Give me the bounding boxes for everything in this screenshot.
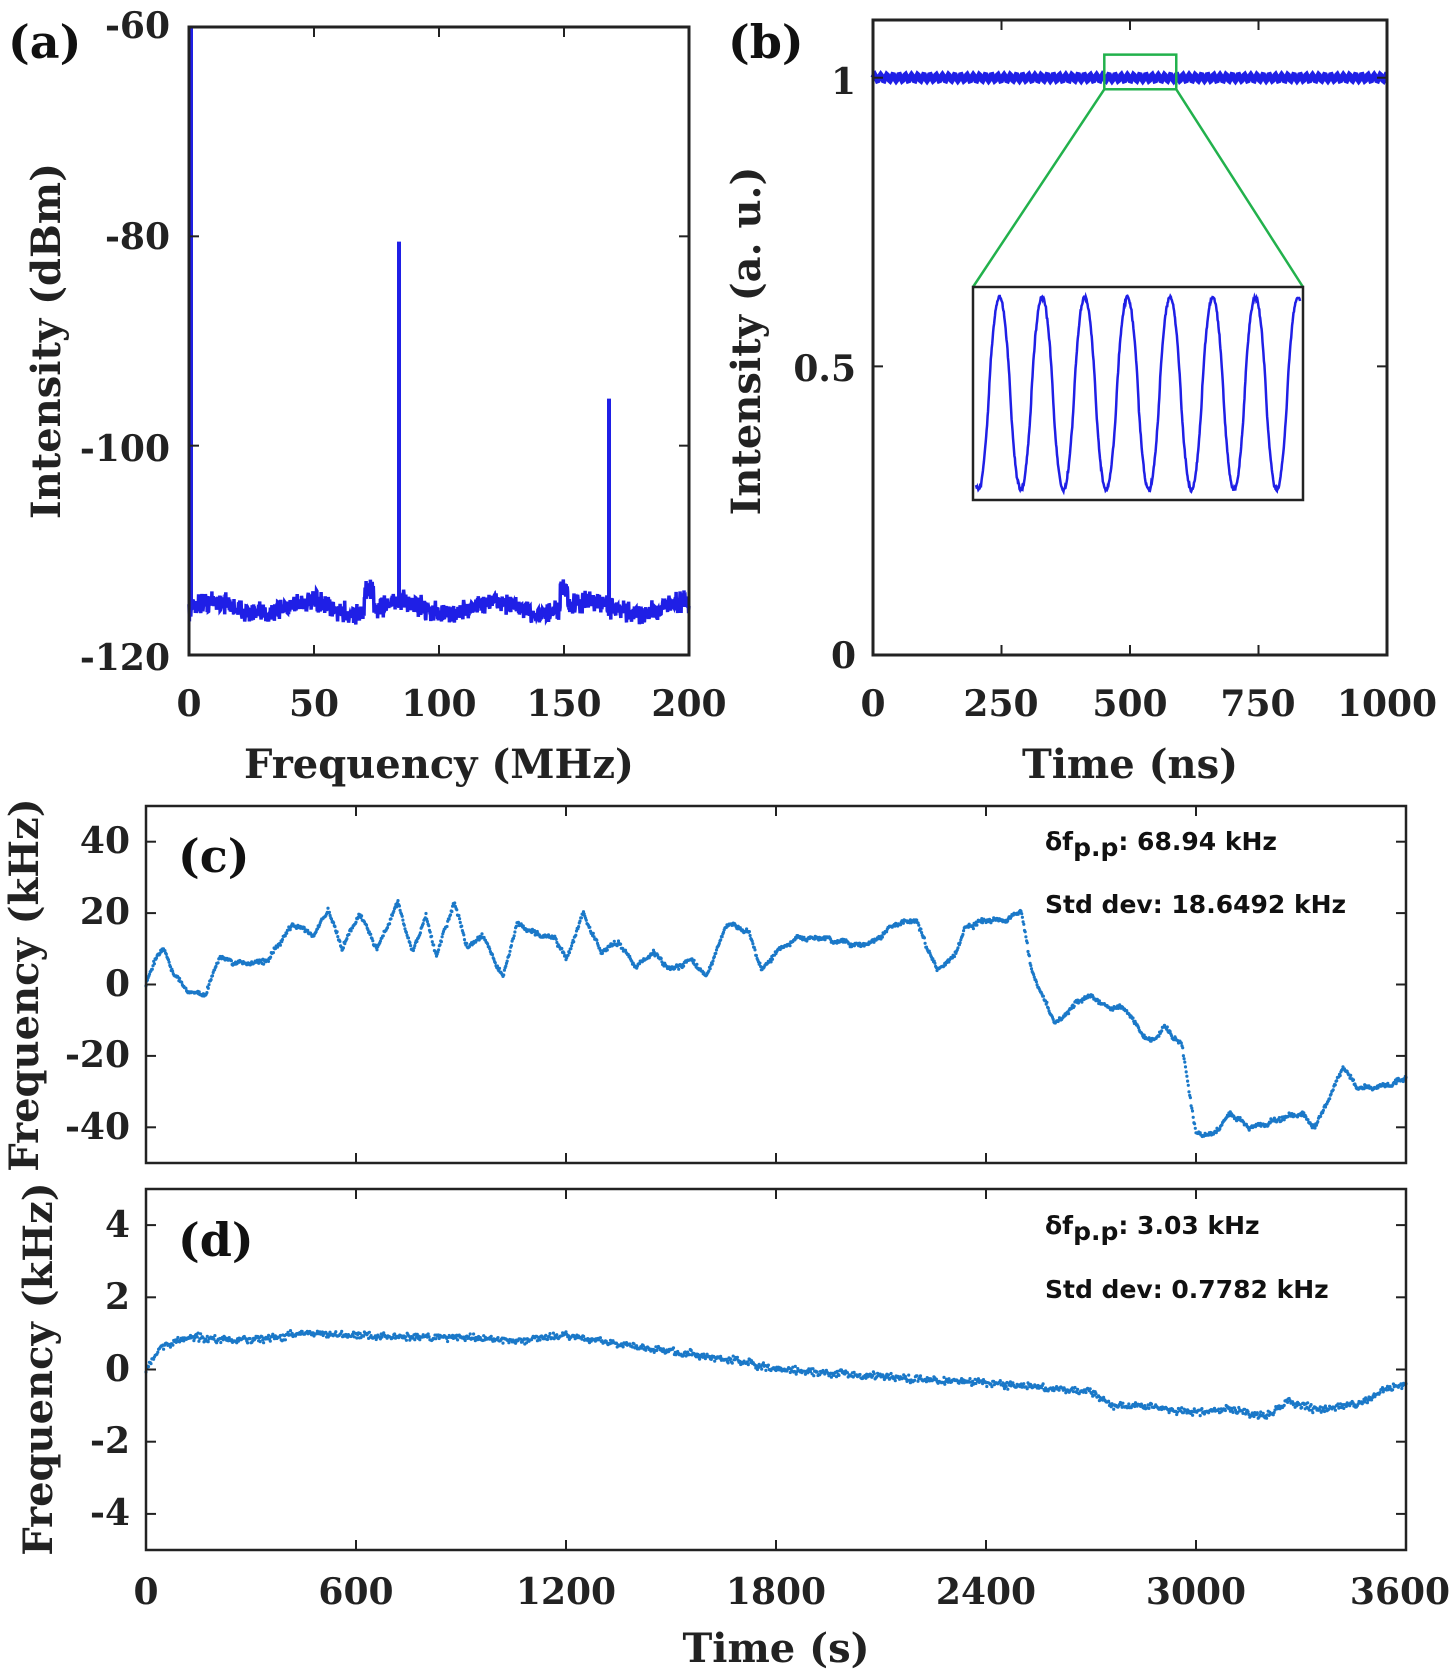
panel-d-pp-subscript: p.p xyxy=(1073,1217,1118,1246)
panel-a-ytick-label: -100 xyxy=(80,428,170,470)
panel-b-xtick-label: 500 xyxy=(1092,683,1167,725)
panel-d-axes-frame xyxy=(144,1187,1408,1552)
zoom-inset-trace xyxy=(974,291,1302,496)
panel-d-ytick-label: 2 xyxy=(105,1276,130,1318)
panel-d-xtick-label: 1200 xyxy=(516,1571,616,1613)
panel-d-xtick-label: 600 xyxy=(318,1571,393,1613)
panel-a-ytick-label: -60 xyxy=(105,5,170,47)
frequency-data-points xyxy=(144,1329,1408,1420)
panel-d-pp-annotation: δfp.p: 3.03 kHz xyxy=(1045,1211,1260,1246)
noise-floor-trace xyxy=(187,579,691,626)
panel-a-axes-frame xyxy=(187,25,691,657)
panel-c-pp-subscript: p.p xyxy=(1073,833,1118,862)
panel-a-plot-area xyxy=(187,26,691,656)
panel-b-xtick-label: 750 xyxy=(1220,683,1295,725)
frequency-data-points xyxy=(144,899,1408,1139)
panel-a-xtick-label: 100 xyxy=(401,683,476,725)
panel-b-x-axis-label: Time (ns) xyxy=(1022,741,1238,788)
panel-d-pp-symbol: δf xyxy=(1045,1211,1074,1240)
panel-b-xtick-label: 0 xyxy=(860,683,885,725)
panel-b-xtick-label: 1000 xyxy=(1337,683,1437,725)
panel-d-xtick-label: 0 xyxy=(133,1571,158,1613)
panel-b-y-axis-label: Intensity (a. u.) xyxy=(723,167,770,516)
panel-d-xtick-label: 3600 xyxy=(1350,1571,1450,1613)
panel-d-ytick-label: -4 xyxy=(90,1492,130,1534)
panel-b-y-ticks: 1 0.5 0 xyxy=(793,61,856,677)
panel-c-label: (c) xyxy=(178,829,250,883)
intensity-trace xyxy=(870,69,1389,86)
panel-a-ytick-label: -120 xyxy=(80,637,170,679)
panel-c-pp-symbol: δf xyxy=(1045,827,1074,856)
panel-c-y-axis-label: Frequency (kHz) xyxy=(1,798,48,1171)
panel-b-axes-frame xyxy=(871,18,1389,657)
panel-b-xtick-label: 250 xyxy=(963,683,1038,725)
panel-a-xtick-label: 150 xyxy=(526,683,601,725)
panel-b-ytick-label: 0 xyxy=(831,635,856,677)
panel-c-pp-annotation: δfp.p: 68.94 kHz xyxy=(1045,827,1277,862)
panel-d-xtick-label: 3000 xyxy=(1146,1571,1246,1613)
panel-c-plot-area xyxy=(144,806,1408,1163)
panel-a-xtick-label: 0 xyxy=(176,683,201,725)
panel-d: (d) 4 2 0 -2 -4 0 600 1200 1800 2400 300… xyxy=(15,1182,1450,1672)
panel-b-label: (b) xyxy=(728,15,804,69)
panel-c-ytick-label: -40 xyxy=(65,1106,130,1148)
panel-d-ytick-label: -2 xyxy=(90,1420,130,1462)
panel-d-xtick-label: 1800 xyxy=(726,1571,826,1613)
panel-a-xtick-label: 200 xyxy=(651,683,726,725)
panel-c-ytick-label: 0 xyxy=(105,963,130,1005)
panel-b-ytick-label: 0.5 xyxy=(793,348,856,390)
panel-d-ytick-label: 4 xyxy=(105,1204,130,1246)
panel-b-ytick-label: 1 xyxy=(831,61,856,103)
panel-c-std-annotation: Std dev: 18.6492 kHz xyxy=(1045,890,1346,919)
panel-d-plot-area xyxy=(144,1189,1408,1550)
panel-b: (b) 1 0.5 0 0 250 500 750 1000 Time (ns)… xyxy=(723,15,1437,788)
panel-c: (c) 40 20 0 -20 -40 Frequency (kHz) δfp.… xyxy=(1,798,1408,1172)
panel-a-y-axis-label: Intensity (dBm) xyxy=(23,163,70,519)
panel-d-x-axis-label: Time (s) xyxy=(682,1625,869,1672)
panel-b-x-ticks: 0 250 500 750 1000 xyxy=(860,683,1437,725)
panel-d-y-axis-label: Frequency (kHz) xyxy=(15,1182,62,1555)
panel-d-xtick-label: 2400 xyxy=(936,1571,1036,1613)
panel-d-ytick-label: 0 xyxy=(105,1348,130,1390)
panel-b-plot-area xyxy=(870,20,1389,656)
panel-c-axes-frame xyxy=(144,804,1408,1165)
panel-d-x-ticks: 0 600 1200 1800 2400 3000 3600 xyxy=(133,1571,1450,1613)
zoom-connector-line xyxy=(1175,88,1305,288)
zoom-window-box xyxy=(1103,53,1178,91)
panel-c-pp-value: : 68.94 kHz xyxy=(1118,827,1277,856)
panel-c-ytick-label: -20 xyxy=(65,1034,130,1076)
panel-c-ytick-label: 20 xyxy=(80,891,130,933)
panel-c-ytick-label: 40 xyxy=(80,820,130,862)
panel-a-ytick-label: -80 xyxy=(105,216,170,258)
panel-a-x-axis-label: Frequency (MHz) xyxy=(244,741,634,788)
panel-d-std-annotation: Std dev: 0.7782 kHz xyxy=(1045,1275,1329,1304)
panel-c-y-ticks: 40 20 0 -20 -40 xyxy=(65,820,130,1148)
panel-a: (a) -60 -80 -100 -120 0 50 100 150 200 F… xyxy=(8,5,727,788)
zoom-connector-line xyxy=(971,88,1106,288)
panel-d-label: (d) xyxy=(178,1213,254,1267)
panel-d-y-ticks: 4 2 0 -2 -4 xyxy=(90,1204,130,1534)
panel-a-x-ticks: 0 50 100 150 200 xyxy=(176,683,726,725)
panel-d-pp-value: : 3.03 kHz xyxy=(1118,1211,1259,1240)
panel-a-y-ticks: -60 -80 -100 -120 xyxy=(80,5,170,679)
panel-a-xtick-label: 50 xyxy=(289,683,339,725)
panel-a-label: (a) xyxy=(8,15,81,69)
